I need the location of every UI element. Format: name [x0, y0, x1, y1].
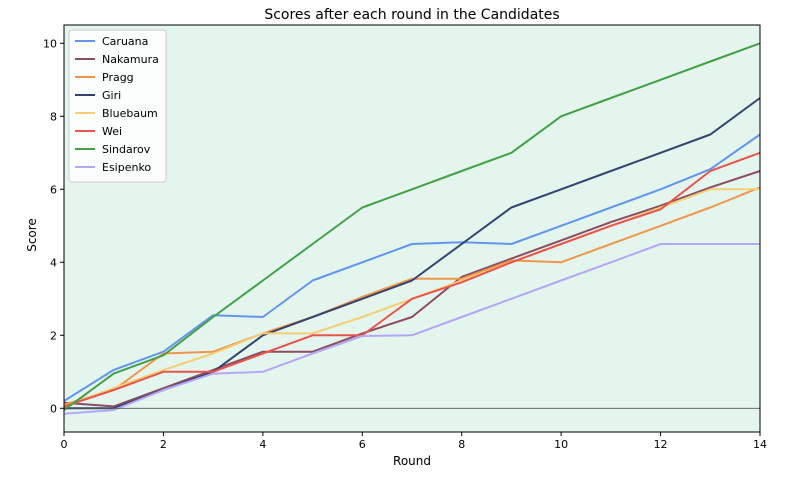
x-tick-label: 8 — [458, 438, 465, 451]
legend-label: Sindarov — [102, 143, 151, 156]
x-tick-label: 10 — [554, 438, 568, 451]
y-tick-label: 10 — [43, 37, 57, 50]
legend-label: Wei — [102, 125, 122, 138]
series-line-caruana — [63, 133, 761, 402]
legend-label: Caruana — [102, 35, 148, 48]
y-tick-label: 4 — [50, 256, 57, 269]
legend-label: Giri — [102, 89, 121, 102]
legend-box — [68, 29, 167, 183]
legend-label: Esipenko — [102, 161, 151, 174]
y-tick-label: 2 — [50, 329, 57, 342]
legend-label: Bluebaum — [102, 107, 158, 120]
y-tick-label: 0 — [50, 402, 57, 415]
y-tick-label: 8 — [50, 110, 57, 123]
series-line-pragg — [63, 186, 761, 406]
chart-title: Scores after each round in the Candidate… — [264, 7, 559, 23]
x-tick-label: 14 — [753, 438, 767, 451]
series-line-wei — [63, 151, 761, 408]
series-line-nakamura — [63, 170, 761, 408]
series-layer — [63, 42, 761, 415]
x-tick-label: 12 — [654, 438, 668, 451]
legend: Caruana Nakamura Pragg Giri Bluebaum Wei Sinda… — [68, 29, 167, 183]
y-axis-label: Score — [25, 218, 39, 252]
x-tick-label: 4 — [259, 438, 266, 451]
legend-label: Pragg — [102, 71, 134, 84]
x-tick-label: 2 — [160, 438, 167, 451]
x-tick-label: 6 — [359, 438, 366, 451]
x-axis-label: Round — [393, 454, 431, 468]
x-tick-label: 0 — [61, 438, 68, 451]
plot-frame — [63, 24, 761, 433]
y-tick-label: 6 — [50, 183, 57, 196]
series-line-esipenko — [63, 243, 760, 415]
legend-label: Nakamura — [102, 53, 159, 66]
series-line-sindarov — [63, 42, 761, 411]
axes-layer: 0 2 4 6 8 10 12 14 0 2 4 6 8 10 — [43, 24, 767, 451]
